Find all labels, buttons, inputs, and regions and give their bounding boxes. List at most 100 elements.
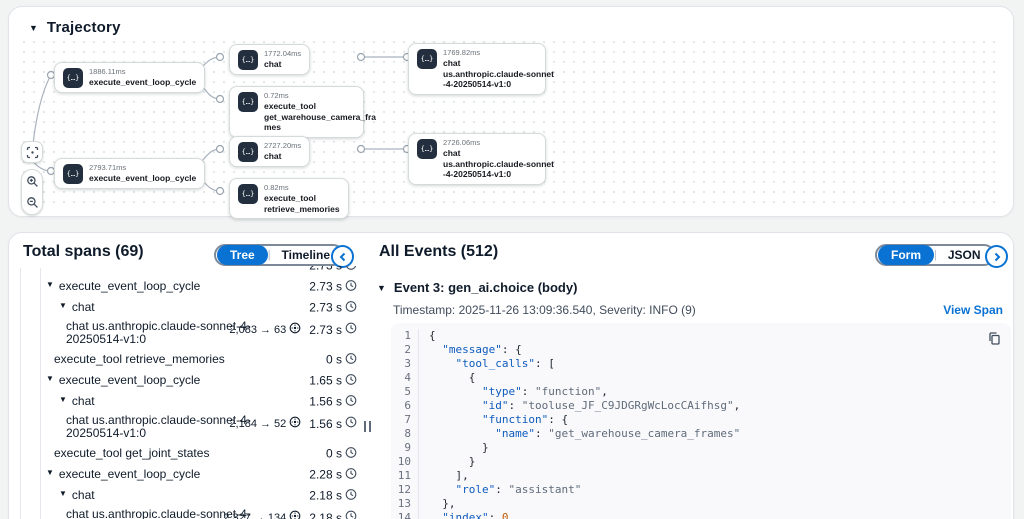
event-header-label: Event 3: gen_ai.choice (body) (393, 280, 578, 295)
copy-code-button[interactable] (985, 331, 1003, 349)
pane-resizer[interactable] (364, 421, 371, 432)
span-tree-row[interactable]: ▼ chat 2.18 s (13, 485, 359, 506)
graph-node-label: chat (264, 151, 282, 161)
graph-node-label: execute_event_loop_cycle (89, 173, 197, 183)
graph-node-label: retrieve_memories (264, 203, 340, 214)
span-tree-row[interactable]: 2.73 s (13, 266, 359, 276)
graph-node-label: us.anthropic.claude-sonnet (443, 158, 554, 169)
span-tree-row[interactable]: chat us.anthropic.claude-sonnet-4-202505… (13, 318, 359, 349)
graph-node-label: chat (264, 59, 282, 69)
span-tree-row[interactable]: ▼ execute_event_loop_cycle 2.28 s (13, 464, 359, 485)
code-token: } (429, 455, 476, 468)
trajectory-collapse-caret[interactable]: ▼ (29, 22, 38, 33)
graph-node-text: 1772.04ms chat (264, 49, 301, 70)
duration-clock-icon-wrap (345, 352, 357, 367)
row-collapse-caret[interactable]: ▼ (46, 468, 54, 477)
span-tree-row[interactable]: execute_tool get_joint_states 0 s (13, 443, 359, 464)
graph-node-execute_tool[interactable]: {…} 0.72ms execute_tool get_warehouse_camer… (229, 86, 376, 138)
event-collapse-caret[interactable]: ▼ (377, 282, 386, 293)
resizer-grip-icon (364, 421, 366, 432)
graph-node-text: 0.82ms execute_tool retrieve_memories (264, 183, 340, 214)
graph-node-label: chat (443, 148, 461, 158)
graph-node-execute_event_loop_cycle[interactable]: {…} 1886.11ms execute_event_loop_cycle (54, 62, 206, 93)
code-token: } (429, 441, 489, 454)
graph-node-execute_tool[interactable]: {…} 0.82ms execute_tool retrieve_memories (229, 178, 349, 219)
span-duration: 2.73 s (309, 300, 342, 315)
code-line: 12 "role": "assistant" (391, 483, 1011, 497)
spans-title: Total spans (69) (23, 243, 144, 260)
code-line-text: { (429, 329, 436, 343)
duration-clock-icon (345, 467, 357, 479)
event-header[interactable]: ▼ Event 3: gen_ai.choice (body) (377, 280, 577, 295)
graph-node-duration: 1772.04ms (264, 49, 302, 58)
code-line-text: "index": 0 (429, 511, 508, 519)
code-token: "role" (455, 483, 496, 496)
toggle-option-timeline[interactable]: Timeline (281, 248, 331, 262)
span-duration: 0 s (325, 352, 342, 367)
span-tree-row[interactable]: ▼ execute_event_loop_cycle 1.65 s (13, 370, 359, 391)
code-token: "id" (481, 399, 509, 412)
expand-right-pane-button[interactable] (985, 245, 1008, 268)
token-count-icon (289, 416, 301, 428)
token-count: 2,083 → 63 (229, 323, 287, 336)
toggle-option-json[interactable]: JSON (947, 248, 981, 262)
span-tree-row[interactable]: ▼ chat 1.56 s (13, 391, 359, 412)
row-collapse-caret[interactable]: ▼ (46, 374, 54, 383)
row-collapse-caret[interactable]: ▼ (46, 280, 54, 289)
graph-node-label: us.anthropic.claude-sonnet (443, 68, 554, 79)
span-label: chat (72, 301, 95, 314)
zoom-in-button[interactable] (23, 173, 41, 191)
toggle-option-tree[interactable]: Tree (217, 245, 268, 265)
duration-clock-icon-wrap (345, 266, 357, 273)
span-label-line: 20250514-v1:0 (66, 426, 147, 440)
line-number: 9 (391, 441, 419, 455)
zoom-out-button[interactable] (23, 193, 41, 211)
token-count-icon (289, 510, 301, 519)
span-metrics: 2.73 s (309, 279, 357, 294)
graph-node-chat[interactable]: {…} 2727.20ms chat (229, 136, 311, 167)
code-token: : (488, 511, 502, 519)
code-line: 4 { (391, 371, 1011, 385)
code-line-text: } (429, 455, 476, 469)
code-token (429, 357, 456, 370)
code-token (429, 399, 482, 412)
span-metrics: 1.56 s (309, 394, 357, 409)
span-label-wrap: execute_tool retrieve_memories (54, 353, 225, 366)
code-token: , (601, 385, 608, 398)
span-tree-row[interactable]: chat us.anthropic.claude-sonnet-4-202505… (13, 412, 359, 443)
code-line: 2 "message": { (391, 343, 1011, 357)
row-collapse-caret[interactable]: ▼ (59, 395, 67, 404)
row-collapse-caret[interactable]: ▼ (59, 301, 67, 310)
duration-clock-icon-wrap (345, 373, 357, 388)
duration-clock-icon (345, 300, 357, 312)
duration-clock-icon-wrap (345, 394, 357, 409)
span-braces-icon: {…} (417, 139, 437, 159)
duration-clock-icon (345, 373, 357, 385)
graph-node-chat[interactable]: {…} 2726.06ms chat us.anthropic.claude-sonn… (408, 133, 554, 185)
code-line: 8 "name": "get_warehouse_camera_frames" (391, 427, 1011, 441)
span-tree-row[interactable]: ▼ chat 2.73 s (13, 297, 359, 318)
row-collapse-caret[interactable]: ▼ (59, 489, 67, 498)
span-label-line: chat us.anthropic.claude-sonnet-4- (66, 319, 251, 333)
fit-view-button[interactable] (21, 141, 43, 163)
tree-indent-guide (20, 268, 21, 519)
duration-clock-icon (345, 352, 357, 364)
span-label-line: chat (71, 394, 95, 408)
code-token: ], (429, 469, 469, 482)
code-token: "function" (534, 385, 602, 398)
zoom-out-icon (26, 196, 38, 208)
graph-node-chat[interactable]: {…} 1769.82ms chat us.anthropic.claude-sonn… (408, 43, 554, 95)
view-span-link[interactable]: View Span (943, 303, 1003, 317)
span-label: execute_tool retrieve_memories (54, 353, 225, 366)
collapse-left-pane-button[interactable] (331, 245, 354, 268)
duration-clock-icon (345, 510, 357, 519)
chevron-right-icon (994, 252, 1000, 261)
span-tree-row[interactable]: ▼ execute_event_loop_cycle 2.73 s (13, 276, 359, 297)
graph-node-execute_event_loop_cycle[interactable]: {…} 2793.71ms execute_event_loop_cycle (54, 158, 206, 189)
toggle-option-form[interactable]: Form (878, 245, 934, 265)
code-token (429, 483, 456, 496)
span-tree-row[interactable]: execute_tool retrieve_memories 0 s (13, 349, 359, 370)
graph-node-chat[interactable]: {…} 1772.04ms chat (229, 44, 311, 75)
span-label-line: chat us.anthropic.claude-sonnet-4- (66, 507, 251, 519)
span-tree-row[interactable]: chat us.anthropic.claude-sonnet-4-202505… (13, 506, 359, 519)
